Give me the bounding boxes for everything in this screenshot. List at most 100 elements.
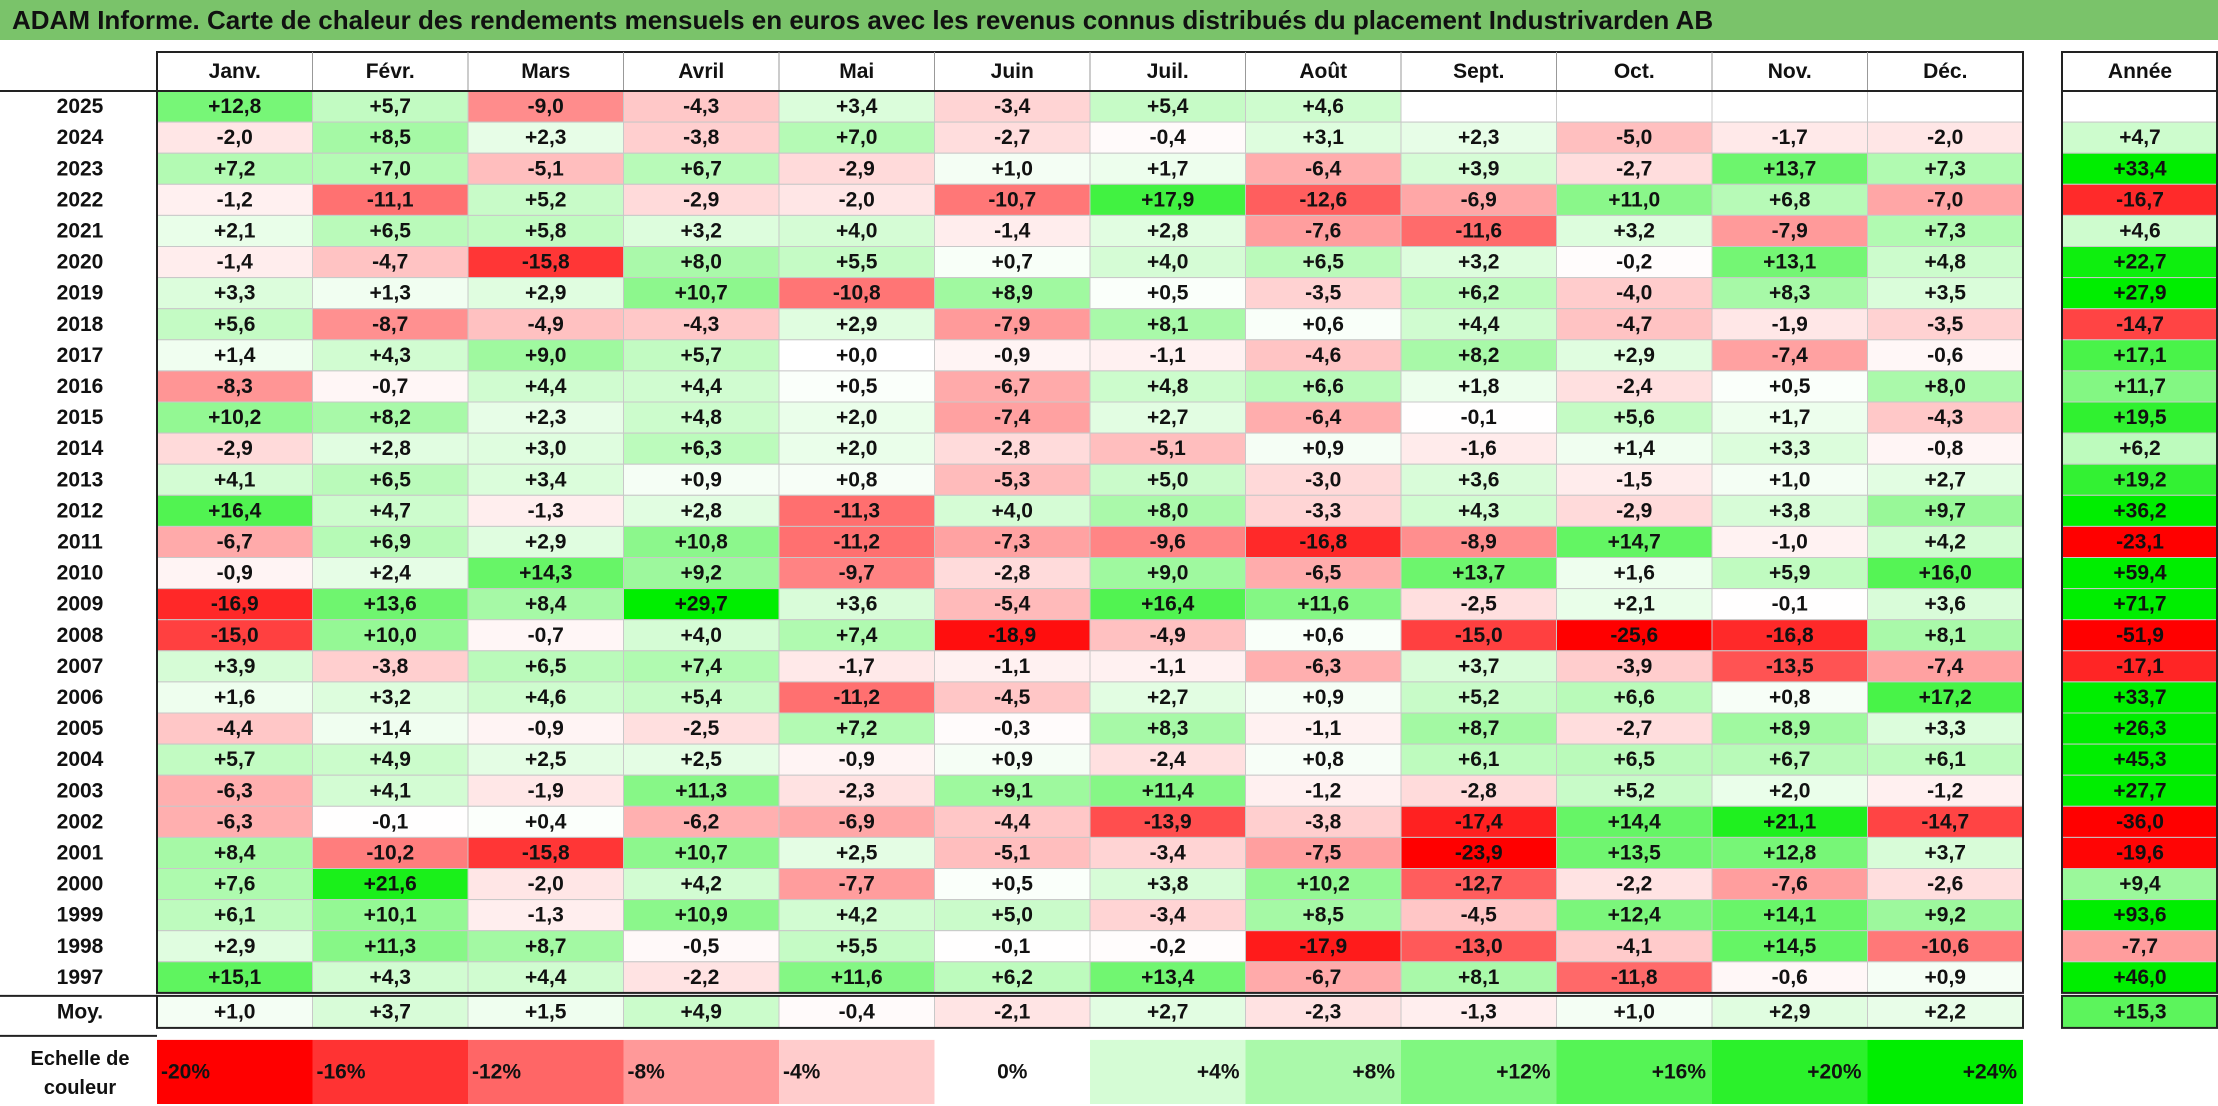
heatmap-cell-label: +1,4: [370, 717, 412, 740]
heatmap-cell-label: -2,7: [994, 126, 1030, 149]
heatmap-cell: [1089, 805, 1246, 838]
heatmap-cell: [467, 712, 624, 745]
scale-step-label: -4%: [783, 1060, 821, 1083]
heatmap-cell: [1556, 370, 1713, 403]
heatmap-cell-label: -2,9: [217, 437, 253, 460]
heatmap-cell-label: -6,9: [1461, 188, 1497, 211]
heatmap-cell-label: -3,4: [1150, 841, 1187, 864]
heatmap-frame: [156, 90, 2024, 994]
heatmap-cell-label: +10,2: [1297, 873, 1350, 896]
month-header-6: Juin: [991, 60, 1034, 83]
average-annual-label: +15,3: [2113, 1000, 2166, 1023]
heatmap-cell-label: +1,7: [1769, 406, 1810, 429]
annual-frame: [2061, 90, 2218, 994]
heatmap-cell: [1867, 836, 2024, 870]
heatmap-cell: [312, 805, 469, 838]
annual-cell: [2061, 401, 2218, 434]
scale-swatch: [779, 1039, 935, 1104]
heatmap-cell: [1245, 961, 1402, 994]
heatmap-cell-label: -6,7: [1305, 966, 1341, 989]
scale-swatch: [1090, 1039, 1246, 1104]
heatmap-cell-label: +7,6: [214, 873, 255, 896]
heatmap-cell: [467, 401, 624, 434]
heatmap-cell-label: +6,8: [1769, 188, 1811, 211]
heatmap-cell-label: -1,3: [528, 499, 564, 522]
heatmap-cell: [778, 308, 935, 341]
heatmap-cell-label: +2,3: [525, 126, 566, 149]
heatmap-cell-label: +6,5: [1303, 251, 1345, 274]
heatmap-cell-label: +4,3: [1458, 499, 1499, 522]
heatmap-cell-label: +3,5: [1925, 282, 1967, 305]
heatmap-cell-label: -10,6: [1921, 935, 1969, 958]
heatmap-cell: [156, 277, 313, 310]
heatmap-cell: [1400, 121, 1557, 154]
heatmap-cell: [1556, 463, 1713, 496]
heatmap-cell-label: -17,4: [1455, 810, 1503, 833]
heatmap-cell: [1245, 557, 1402, 590]
heatmap-cell: [312, 836, 469, 870]
heatmap-cell: [1867, 619, 2024, 652]
average-cell-label: -0,4: [839, 1000, 876, 1023]
scale-swatch: [934, 1039, 1090, 1104]
heatmap-cell: [1089, 494, 1246, 527]
heatmap-cell-label: +10,7: [675, 282, 728, 305]
heatmap-cell-label: +9,1: [992, 779, 1034, 802]
heatmap-cell-label: +10,0: [364, 624, 417, 647]
heatmap-cell: [1089, 246, 1246, 279]
heatmap-cell-label: +2,5: [836, 841, 878, 864]
heatmap-cell-label: -4,5: [1461, 904, 1498, 927]
annual-cell: [2061, 463, 2218, 496]
heatmap-cell-label: +15,1: [208, 966, 261, 989]
heatmap-cell-label: -5,4: [994, 593, 1031, 616]
annual-cell-label: +26,3: [2113, 717, 2166, 740]
heatmap-cell-label: +16,4: [1141, 593, 1194, 616]
heatmap-cell: [156, 308, 313, 341]
heatmap-cell-label: +2,9: [836, 313, 877, 336]
heatmap-cell-label: +5,5: [836, 251, 878, 274]
heatmap-cell-label: -4,3: [683, 95, 719, 118]
heatmap-cell: [1400, 619, 1557, 652]
heatmap-cell-label: -6,7: [217, 530, 253, 553]
heatmap-cell-label: +13,7: [1452, 562, 1505, 585]
heatmap-cell: [467, 899, 624, 932]
heatmap-cell: [1400, 774, 1557, 807]
heatmap-cell: [1089, 557, 1246, 590]
heatmap-cell: [1245, 308, 1402, 341]
heatmap-cell-label: +5,8: [525, 219, 567, 242]
annual-cell-label: +11,7: [2114, 375, 2166, 398]
heatmap-cell-label: +0,5: [992, 873, 1034, 896]
heatmap-cell-label: -17,9: [1299, 935, 1347, 958]
heatmap-cell-label: +6,2: [1458, 282, 1499, 305]
row-year-label: 2020: [57, 251, 104, 274]
row-year-label: 2023: [57, 157, 104, 180]
heatmap-cell-label: +1,4: [1614, 437, 1656, 460]
row-year-label: 2008: [57, 624, 104, 647]
heatmap-cell-label: -9,7: [839, 562, 875, 585]
heatmap-cell-label: +9,7: [1925, 499, 1966, 522]
heatmap-cell: [1556, 557, 1713, 590]
scale-step-label: -20%: [161, 1060, 210, 1083]
heatmap-cell-label: +6,5: [370, 468, 412, 491]
average-cell-label: -2,3: [1305, 1000, 1341, 1023]
heatmap-cell-label: -0,2: [1150, 935, 1186, 958]
heatmap-cell: [1089, 961, 1246, 994]
row-year-label: 2018: [57, 313, 104, 336]
heatmap-cell: [1556, 712, 1713, 745]
heatmap-cell: [934, 277, 1091, 310]
heatmap-cell-label: -0,2: [1616, 251, 1652, 274]
heatmap-cell-label: +16,4: [208, 499, 261, 522]
heatmap-cell: [1089, 214, 1246, 247]
heatmap-cell: [1711, 805, 1868, 838]
heatmap-cell: [1711, 494, 1868, 527]
heatmap-cell: [467, 339, 624, 372]
heatmap-cell-label: +9,0: [525, 344, 566, 367]
heatmap-cell: [1245, 183, 1402, 216]
average-cell: [312, 995, 469, 1029]
heatmap-cell-label: +4,2: [681, 873, 722, 896]
heatmap-cell-label: +4,7: [370, 499, 411, 522]
heatmap-cell-label: +0,8: [836, 468, 878, 491]
heatmap-cell-label: -0,9: [994, 344, 1030, 367]
heatmap-cell: [1400, 463, 1557, 496]
heatmap-cell: [778, 868, 935, 901]
heatmap-cell: [934, 774, 1091, 807]
